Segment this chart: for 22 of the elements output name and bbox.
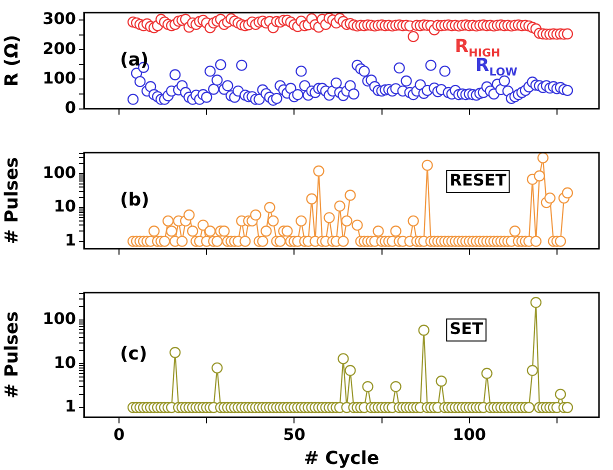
y-tick-label: 200 [42, 38, 76, 58]
annotation: (c) [120, 344, 148, 365]
y-tick-label: 100 [42, 68, 76, 88]
annotation: (a) [120, 49, 149, 70]
y-axis-title: # Pulses [1, 157, 22, 244]
annotation: (b) [120, 189, 150, 210]
x-tick-label: 50 [283, 424, 306, 444]
y-axis-title: # Pulses [1, 311, 22, 398]
y-axis-title: R (Ω) [1, 34, 22, 87]
x-tick-label: 0 [113, 424, 125, 444]
y-tick-label: 100 [42, 162, 76, 182]
x-tick-label: 100 [452, 424, 486, 444]
x-axis-title: # Cycle [304, 448, 380, 469]
y-tick-label: 1 [64, 396, 76, 416]
y-tick-label: 300 [42, 9, 76, 28]
y-tick-label: 1 [64, 230, 76, 250]
y-tick-label: 100 [42, 309, 76, 328]
y-tick-label: 10 [54, 352, 76, 372]
annotation: RESET [450, 170, 506, 190]
y-tick-label: 10 [54, 196, 76, 216]
y-tick-label: 0 [64, 98, 76, 117]
annotation: SET [450, 319, 484, 338]
